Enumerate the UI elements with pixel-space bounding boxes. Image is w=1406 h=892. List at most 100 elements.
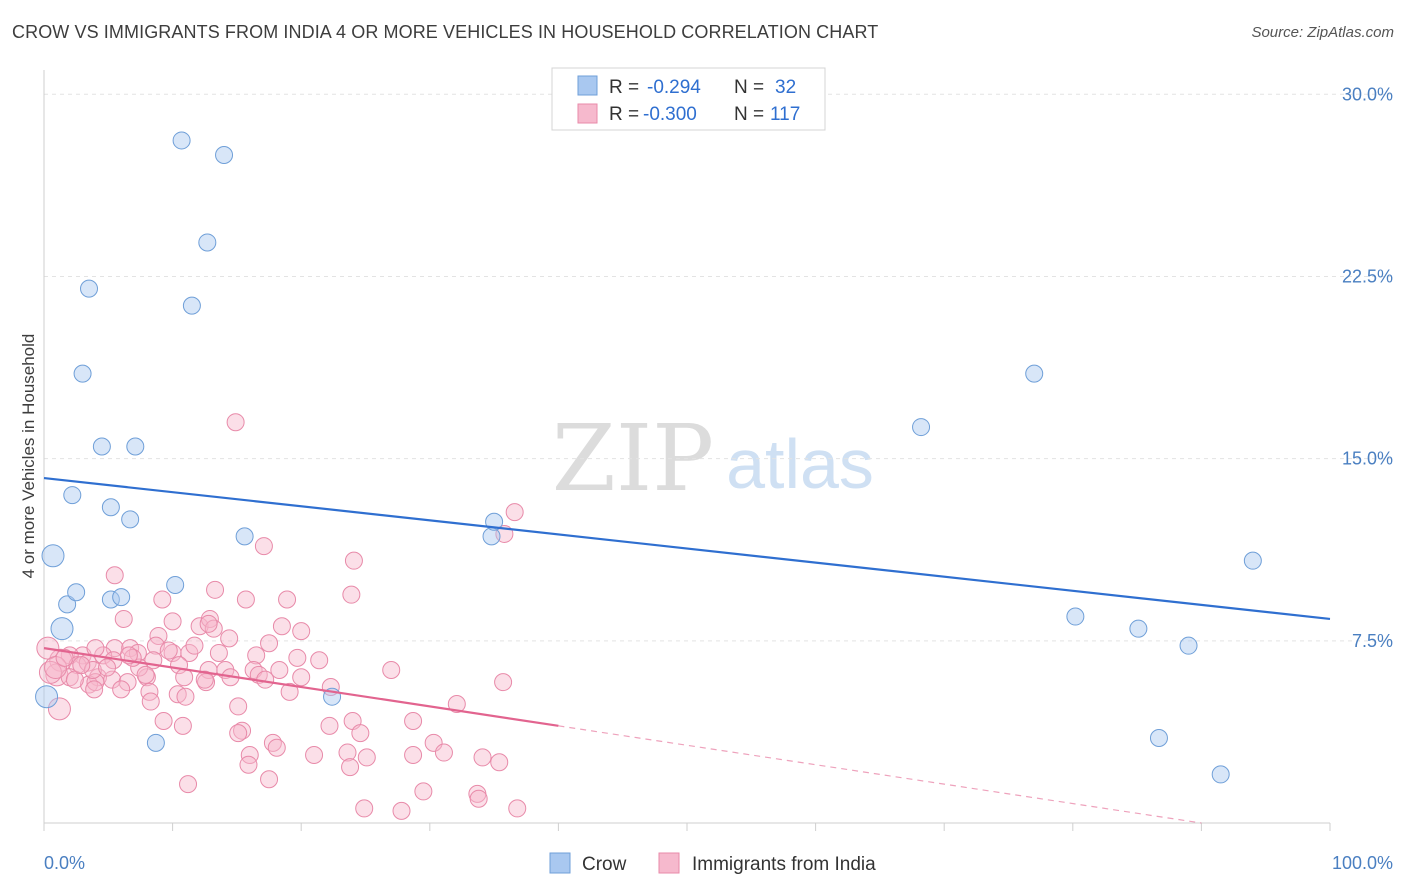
legend-n-label-crow: N = <box>734 77 764 98</box>
legend-n-value-crow: 32 <box>775 77 796 98</box>
legend-swatch-crow <box>577 75 598 96</box>
point-india <box>320 716 339 735</box>
point-crow <box>912 418 931 437</box>
point-crow <box>80 279 99 298</box>
point-crow <box>146 733 165 752</box>
point-india <box>404 745 423 764</box>
legend-swatch-india <box>577 103 598 124</box>
legend: R = -0.294 N = 32 R = -0.300 N = 117 <box>551 67 826 131</box>
point-india <box>310 651 329 670</box>
point-india <box>136 665 155 684</box>
point-india <box>229 724 248 743</box>
point-india <box>209 643 228 662</box>
point-india <box>357 748 376 767</box>
legend-r-label-india: R = <box>609 104 639 125</box>
point-india <box>355 799 374 818</box>
source-credit: Source: ZipAtlas.com <box>1251 24 1394 41</box>
point-india <box>105 566 124 585</box>
point-india <box>270 660 289 679</box>
legend-r-label-crow: R = <box>609 77 639 98</box>
point-india <box>505 503 524 522</box>
point-india <box>141 692 160 711</box>
point-india <box>240 745 259 764</box>
data-points <box>35 131 1262 820</box>
y-tick-label: 7.5% <box>1352 631 1393 651</box>
point-india <box>206 580 225 599</box>
point-india <box>392 801 411 820</box>
legend-r-value-india: -0.300 <box>643 104 697 125</box>
point-india <box>404 711 423 730</box>
point-india <box>490 753 509 772</box>
point-india <box>85 680 104 699</box>
point-crow <box>166 575 185 594</box>
point-india <box>195 670 214 689</box>
point-india <box>112 680 131 699</box>
bottom-legend-label-india: Immigrants from India <box>692 854 876 875</box>
point-india <box>98 658 117 677</box>
point-india <box>47 697 71 721</box>
bottom-legend: Crow Immigrants from India <box>549 852 876 875</box>
point-india <box>44 656 68 680</box>
point-india <box>254 537 273 556</box>
point-india <box>163 612 182 631</box>
y-tick-label: 30.0% <box>1342 84 1393 104</box>
bottom-legend-swatch-india <box>658 852 680 874</box>
point-india <box>55 648 74 667</box>
point-india <box>305 745 324 764</box>
point-india <box>288 648 307 667</box>
watermark: ZIP atlas <box>552 405 874 512</box>
gridlines <box>44 93 1393 642</box>
y-tick-label: 15.0% <box>1342 449 1393 469</box>
point-crow <box>1129 619 1148 638</box>
point-crow <box>198 233 217 252</box>
point-india <box>153 590 172 609</box>
point-india <box>447 694 466 713</box>
point-india <box>267 738 286 757</box>
point-india <box>226 413 245 432</box>
point-india <box>292 622 311 641</box>
point-india <box>272 617 291 636</box>
point-india <box>508 799 527 818</box>
point-india <box>175 668 194 687</box>
x-min-label: 0.0% <box>44 853 85 873</box>
point-india <box>118 673 137 692</box>
trend-line-india <box>43 647 559 727</box>
point-crow <box>126 437 145 456</box>
point-crow <box>121 510 140 529</box>
watermark-zip: ZIP <box>552 405 714 512</box>
point-crow <box>1211 765 1230 784</box>
point-india <box>494 673 513 692</box>
point-crow <box>58 595 77 614</box>
point-crow <box>50 617 74 641</box>
point-india <box>220 629 239 648</box>
point-india <box>382 660 401 679</box>
point-india <box>473 748 492 767</box>
point-crow <box>1149 728 1168 747</box>
point-india <box>244 660 263 679</box>
point-crow <box>1179 636 1198 655</box>
point-crow <box>92 437 111 456</box>
point-crow <box>172 131 191 150</box>
point-india <box>280 682 299 701</box>
point-india <box>179 775 198 794</box>
y-tick-labels: 7.5% 15.0% 22.5% 30.0% <box>1342 84 1393 651</box>
x-max-label: 100.0% <box>1332 853 1393 873</box>
point-india <box>176 687 195 706</box>
point-crow <box>101 498 120 517</box>
point-india <box>199 614 218 633</box>
legend-r-value-crow: -0.294 <box>647 77 701 98</box>
point-india <box>229 697 248 716</box>
point-india <box>260 634 279 653</box>
point-india <box>278 590 297 609</box>
point-crow <box>35 685 59 709</box>
point-india <box>140 682 159 701</box>
point-crow <box>112 588 131 607</box>
point-india <box>236 590 255 609</box>
point-india <box>338 743 357 762</box>
point-crow <box>215 146 234 165</box>
point-crow <box>73 364 92 383</box>
bottom-legend-label-crow: Crow <box>582 854 627 875</box>
chart-title: CROW VS IMMIGRANTS FROM INDIA 4 OR MORE … <box>12 22 879 42</box>
bottom-legend-swatch-crow <box>549 852 571 874</box>
